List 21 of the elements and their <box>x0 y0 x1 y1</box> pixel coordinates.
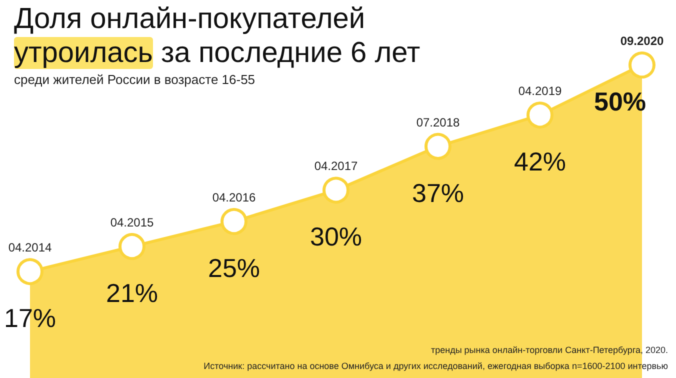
x-tick-label: 04.2014 <box>8 240 52 255</box>
x-tick-label: 04.2017 <box>314 159 358 174</box>
data-label: 37% <box>412 178 464 208</box>
x-tick-label: 09.2020 <box>620 34 664 48</box>
data-label: 42% <box>514 146 566 177</box>
point <box>526 102 554 129</box>
x-tick-label: 04.2019 <box>518 84 562 98</box>
point <box>628 52 656 78</box>
data-label: 25% <box>208 253 260 283</box>
x-tick-label: 07.2018 <box>416 115 460 130</box>
text: среди жителей России в возрасте 16-55 <box>14 72 256 87</box>
point <box>16 258 44 286</box>
x-tick-label: 04.2015 <box>110 216 154 230</box>
data-label: 21% <box>106 278 158 308</box>
point <box>118 233 146 260</box>
chart-title: Доля онлайн-покупателей утроилась за последние 6 лет <box>14 2 422 70</box>
point <box>220 208 248 235</box>
point <box>322 176 350 204</box>
x-tick-label: 04.2016 <box>212 190 256 204</box>
data-label: 30% <box>310 222 362 252</box>
point <box>424 132 452 160</box>
